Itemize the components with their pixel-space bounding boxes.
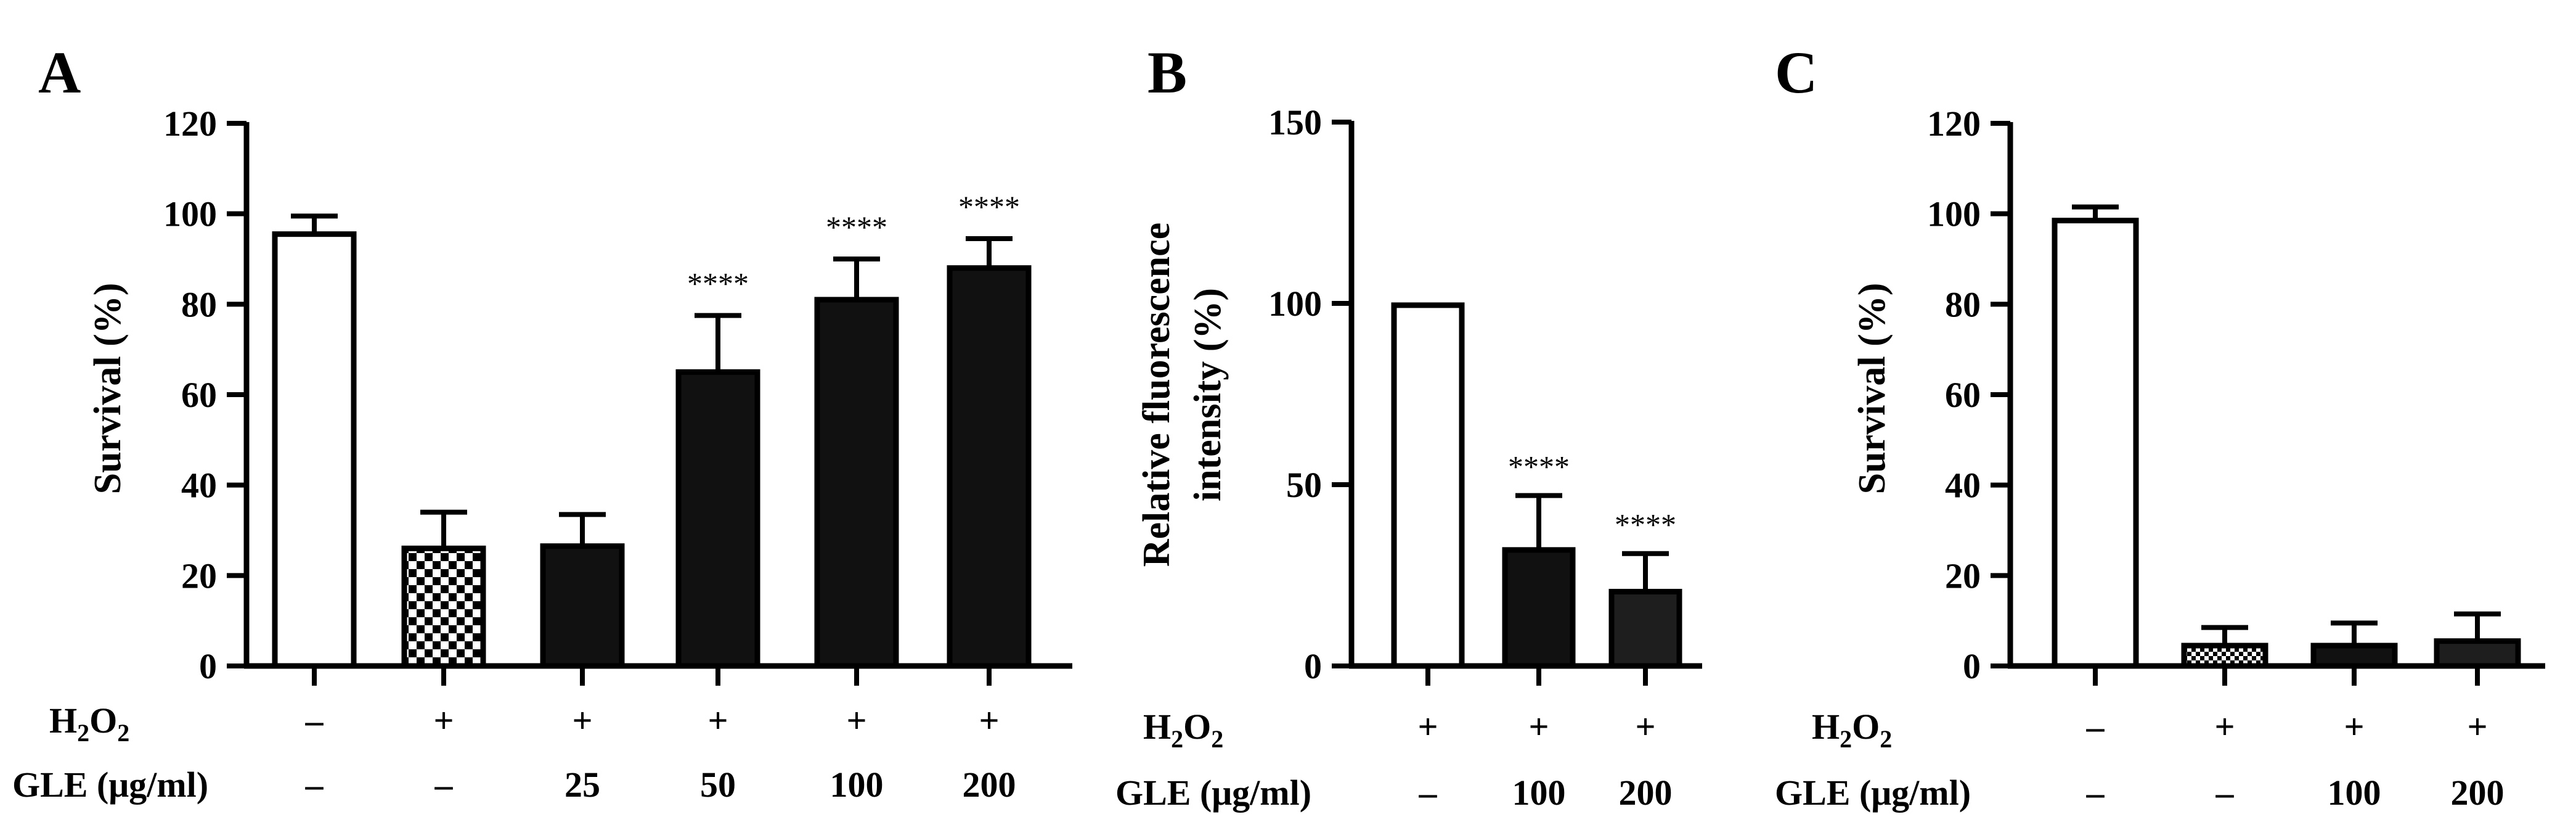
condition-gle-value: – (305, 765, 324, 805)
condition-gle-value: 100 (2328, 773, 2381, 813)
panel-c-y-axis-title: Survival (%) (1851, 283, 1893, 495)
significance-label: **** (826, 210, 887, 244)
condition-gle-value: 100 (830, 765, 884, 805)
condition-h2o2-value: + (433, 700, 454, 741)
panel-c-axes: 0 20 40 60 80 100 120 (1927, 104, 2545, 686)
panel-a-axes: 0 20 40 60 80 100 120 (163, 104, 1072, 686)
y-tick-label: 0 (1304, 646, 1322, 686)
panel-letter-a: A (38, 39, 81, 105)
condition-gle-value: – (1419, 773, 1438, 813)
bar (401, 545, 486, 669)
condition-row-label-h2o2: H2O2 (1143, 707, 1223, 753)
condition-row-label-gle: GLE (μg/ml) (1115, 773, 1311, 813)
panel-b-y-axis-title-line1: Relative fluorescence (1136, 223, 1178, 567)
h2o2-sub2: 2 (1211, 725, 1223, 753)
bar (272, 231, 357, 669)
y-tick-label: 100 (1927, 194, 1981, 234)
bar (1608, 588, 1682, 669)
panel-letter-b: B (1147, 39, 1187, 105)
y-tick-label: 150 (1268, 102, 1322, 142)
h2o2-sub1: 2 (77, 719, 89, 747)
y-tick-label: 80 (181, 284, 217, 324)
significance-label: **** (1615, 507, 1676, 542)
significance-label: **** (1508, 450, 1570, 484)
y-tick-label: 0 (1963, 646, 1981, 686)
bar (2181, 643, 2268, 669)
condition-gle-value: 200 (963, 765, 1016, 805)
h2o2-h: H (49, 700, 77, 741)
condition-gle-value: 200 (1619, 773, 1673, 813)
condition-h2o2-value: + (846, 700, 866, 741)
y-tick-label: 120 (163, 104, 217, 144)
panel-a-y-axis-title: Survival (%) (87, 283, 129, 495)
condition-gle-value: 50 (700, 765, 736, 805)
condition-h2o2-value: + (2344, 707, 2364, 747)
y-tick-label: 60 (181, 375, 217, 415)
h2o2-sub2: 2 (117, 719, 129, 747)
bar (1502, 547, 1576, 669)
y-tick-label: 100 (163, 194, 217, 234)
condition-gle-value: – (2215, 773, 2235, 813)
y-tick-label: 60 (1945, 375, 1981, 415)
condition-h2o2-value: + (1528, 707, 1549, 747)
y-tick-label: 40 (1945, 466, 1981, 506)
bar (947, 265, 1032, 669)
condition-h2o2-value: + (979, 700, 999, 741)
panel-b-conditions: H2O2 + + +GLE (μg/ml) –100 200 (1115, 707, 1673, 813)
bar (540, 543, 625, 669)
condition-row-label-h2o2: H2O2 (49, 700, 129, 747)
significance-label: **** (687, 266, 749, 301)
condition-gle-value: 100 (1512, 773, 1566, 813)
y-tick-label: 20 (181, 556, 217, 596)
condition-h2o2-value: + (1635, 707, 1655, 747)
panel-c-conditions: H2O2– + + +GLE (μg/ml) – –100 200 (1775, 707, 2505, 813)
panel-b-y-axis-title-line2: intensity (%) (1187, 288, 1229, 501)
panel-b-chart: Relative fluorescence intensity (%) 0 50 1… (1115, 102, 1702, 813)
panel-b-bars: **** **** (1391, 302, 1682, 669)
h2o2-sub2: 2 (1880, 725, 1892, 753)
h2o2-h: H (1812, 707, 1840, 747)
bar (675, 369, 760, 669)
h2o2-o: O (1852, 707, 1880, 747)
condition-row-label-gle: GLE (μg/ml) (1775, 773, 1971, 813)
bar (2310, 643, 2398, 669)
h2o2-sub1: 2 (1840, 725, 1852, 753)
h2o2-h: H (1143, 707, 1171, 747)
panel-a-conditions: H2O2– + + + + +GLE (μg/ml) – –25 50 100 200 (12, 700, 1016, 805)
condition-h2o2-value: + (2214, 707, 2235, 747)
condition-h2o2-value: + (1417, 707, 1438, 747)
bar (2052, 218, 2139, 669)
h2o2-o: O (1183, 707, 1211, 747)
h2o2-sub1: 2 (1171, 725, 1183, 753)
panel-letter-c: C (1775, 39, 1817, 105)
condition-gle-value: – (434, 765, 454, 805)
condition-row-label-gle: GLE (μg/ml) (12, 765, 208, 805)
y-tick-label: 0 (199, 646, 217, 686)
y-tick-label: 20 (1945, 556, 1981, 596)
panel-c-bars (2052, 204, 2521, 669)
condition-row-label-h2o2: H2O2 (1812, 707, 1892, 753)
bar (2434, 638, 2521, 669)
panel-a-bars: **** **** **** (272, 189, 1032, 669)
y-tick-label: 120 (1927, 104, 1981, 144)
y-tick-label: 40 (181, 466, 217, 506)
condition-gle-value: 25 (565, 765, 600, 805)
bar (814, 297, 899, 669)
condition-h2o2-value: + (707, 700, 728, 741)
bar (1391, 302, 1465, 669)
y-tick-label: 80 (1945, 284, 1981, 324)
y-tick-label: 100 (1268, 284, 1322, 324)
condition-gle-value: 200 (2451, 773, 2505, 813)
condition-h2o2-value: – (2086, 707, 2105, 747)
significance-label: **** (958, 189, 1020, 224)
condition-h2o2-value: + (572, 700, 592, 741)
condition-h2o2-value: + (2467, 707, 2487, 747)
condition-gle-value: – (2086, 773, 2105, 813)
condition-h2o2-value: – (305, 700, 324, 741)
y-tick-label: 50 (1286, 465, 1322, 505)
h2o2-o: O (89, 700, 117, 741)
